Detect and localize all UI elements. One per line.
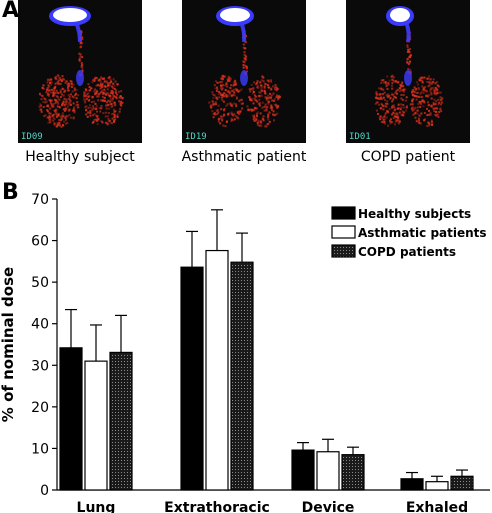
panel-a-letter: A [2, 0, 20, 23]
scan-caption-asthmatic: Asthmatic patient [181, 149, 307, 165]
bar-asthmatic-patients-extrathoracic [205, 249, 229, 491]
x-category-label: Device [302, 500, 355, 513]
y-tick-label: 30 [31, 358, 49, 374]
bar-chart: 0 10 20 30 40 50 60 70 % of nominal dose Lung Extr… [0, 192, 490, 513]
legend-swatch [331, 244, 356, 258]
legend-label: Asthmatic patients [358, 226, 487, 240]
y-tick-label: 40 [31, 317, 49, 333]
legend-swatch [331, 206, 356, 220]
scan-id-label: ID01 [349, 132, 371, 142]
bar-copd-patients-extrathoracic [230, 261, 254, 491]
scan-id-label: ID19 [185, 132, 207, 142]
bar-asthmatic-patients-device [316, 451, 340, 491]
scan-caption-copd: COPD patient [360, 149, 456, 165]
legend-label: COPD patients [358, 245, 456, 259]
y-tick-label: 10 [31, 441, 49, 457]
x-category-label: Extrathoracic [164, 500, 270, 513]
scan-id-label: ID09 [21, 132, 43, 142]
scan-image-healthy: ID09 [18, 0, 142, 143]
x-category-label: Exhaled [406, 500, 468, 513]
bar-healthy-subjects-lung [59, 347, 83, 491]
x-category-label: Lung [77, 500, 116, 513]
bar-healthy-subjects-extrathoracic [180, 266, 204, 491]
legend-swatch [331, 225, 356, 239]
bar-healthy-subjects-exhaled [400, 478, 424, 491]
y-tick-label: 20 [31, 400, 49, 416]
legend-label: Healthy subjects [358, 207, 471, 221]
bar-copd-patients-device [341, 454, 365, 491]
y-tick-label: 70 [31, 192, 49, 208]
scan-image-copd: ID01 [346, 0, 470, 143]
y-tick-label: 50 [31, 275, 49, 291]
bar-copd-patients-lung [109, 351, 133, 491]
panel-b-letter: B [2, 180, 19, 205]
bar-asthmatic-patients-exhaled [425, 481, 449, 491]
y-tick-label: 0 [40, 483, 49, 499]
bar-asthmatic-patients-lung [84, 360, 108, 491]
y-axis-label: % of nominal dose [0, 267, 17, 422]
scan-image-asthmatic: ID19 [182, 0, 306, 143]
bar-healthy-subjects-device [291, 449, 315, 491]
bar-copd-patients-exhaled [450, 475, 474, 491]
scan-caption-healthy: Healthy subject [25, 149, 135, 165]
y-tick-label: 60 [31, 234, 49, 250]
